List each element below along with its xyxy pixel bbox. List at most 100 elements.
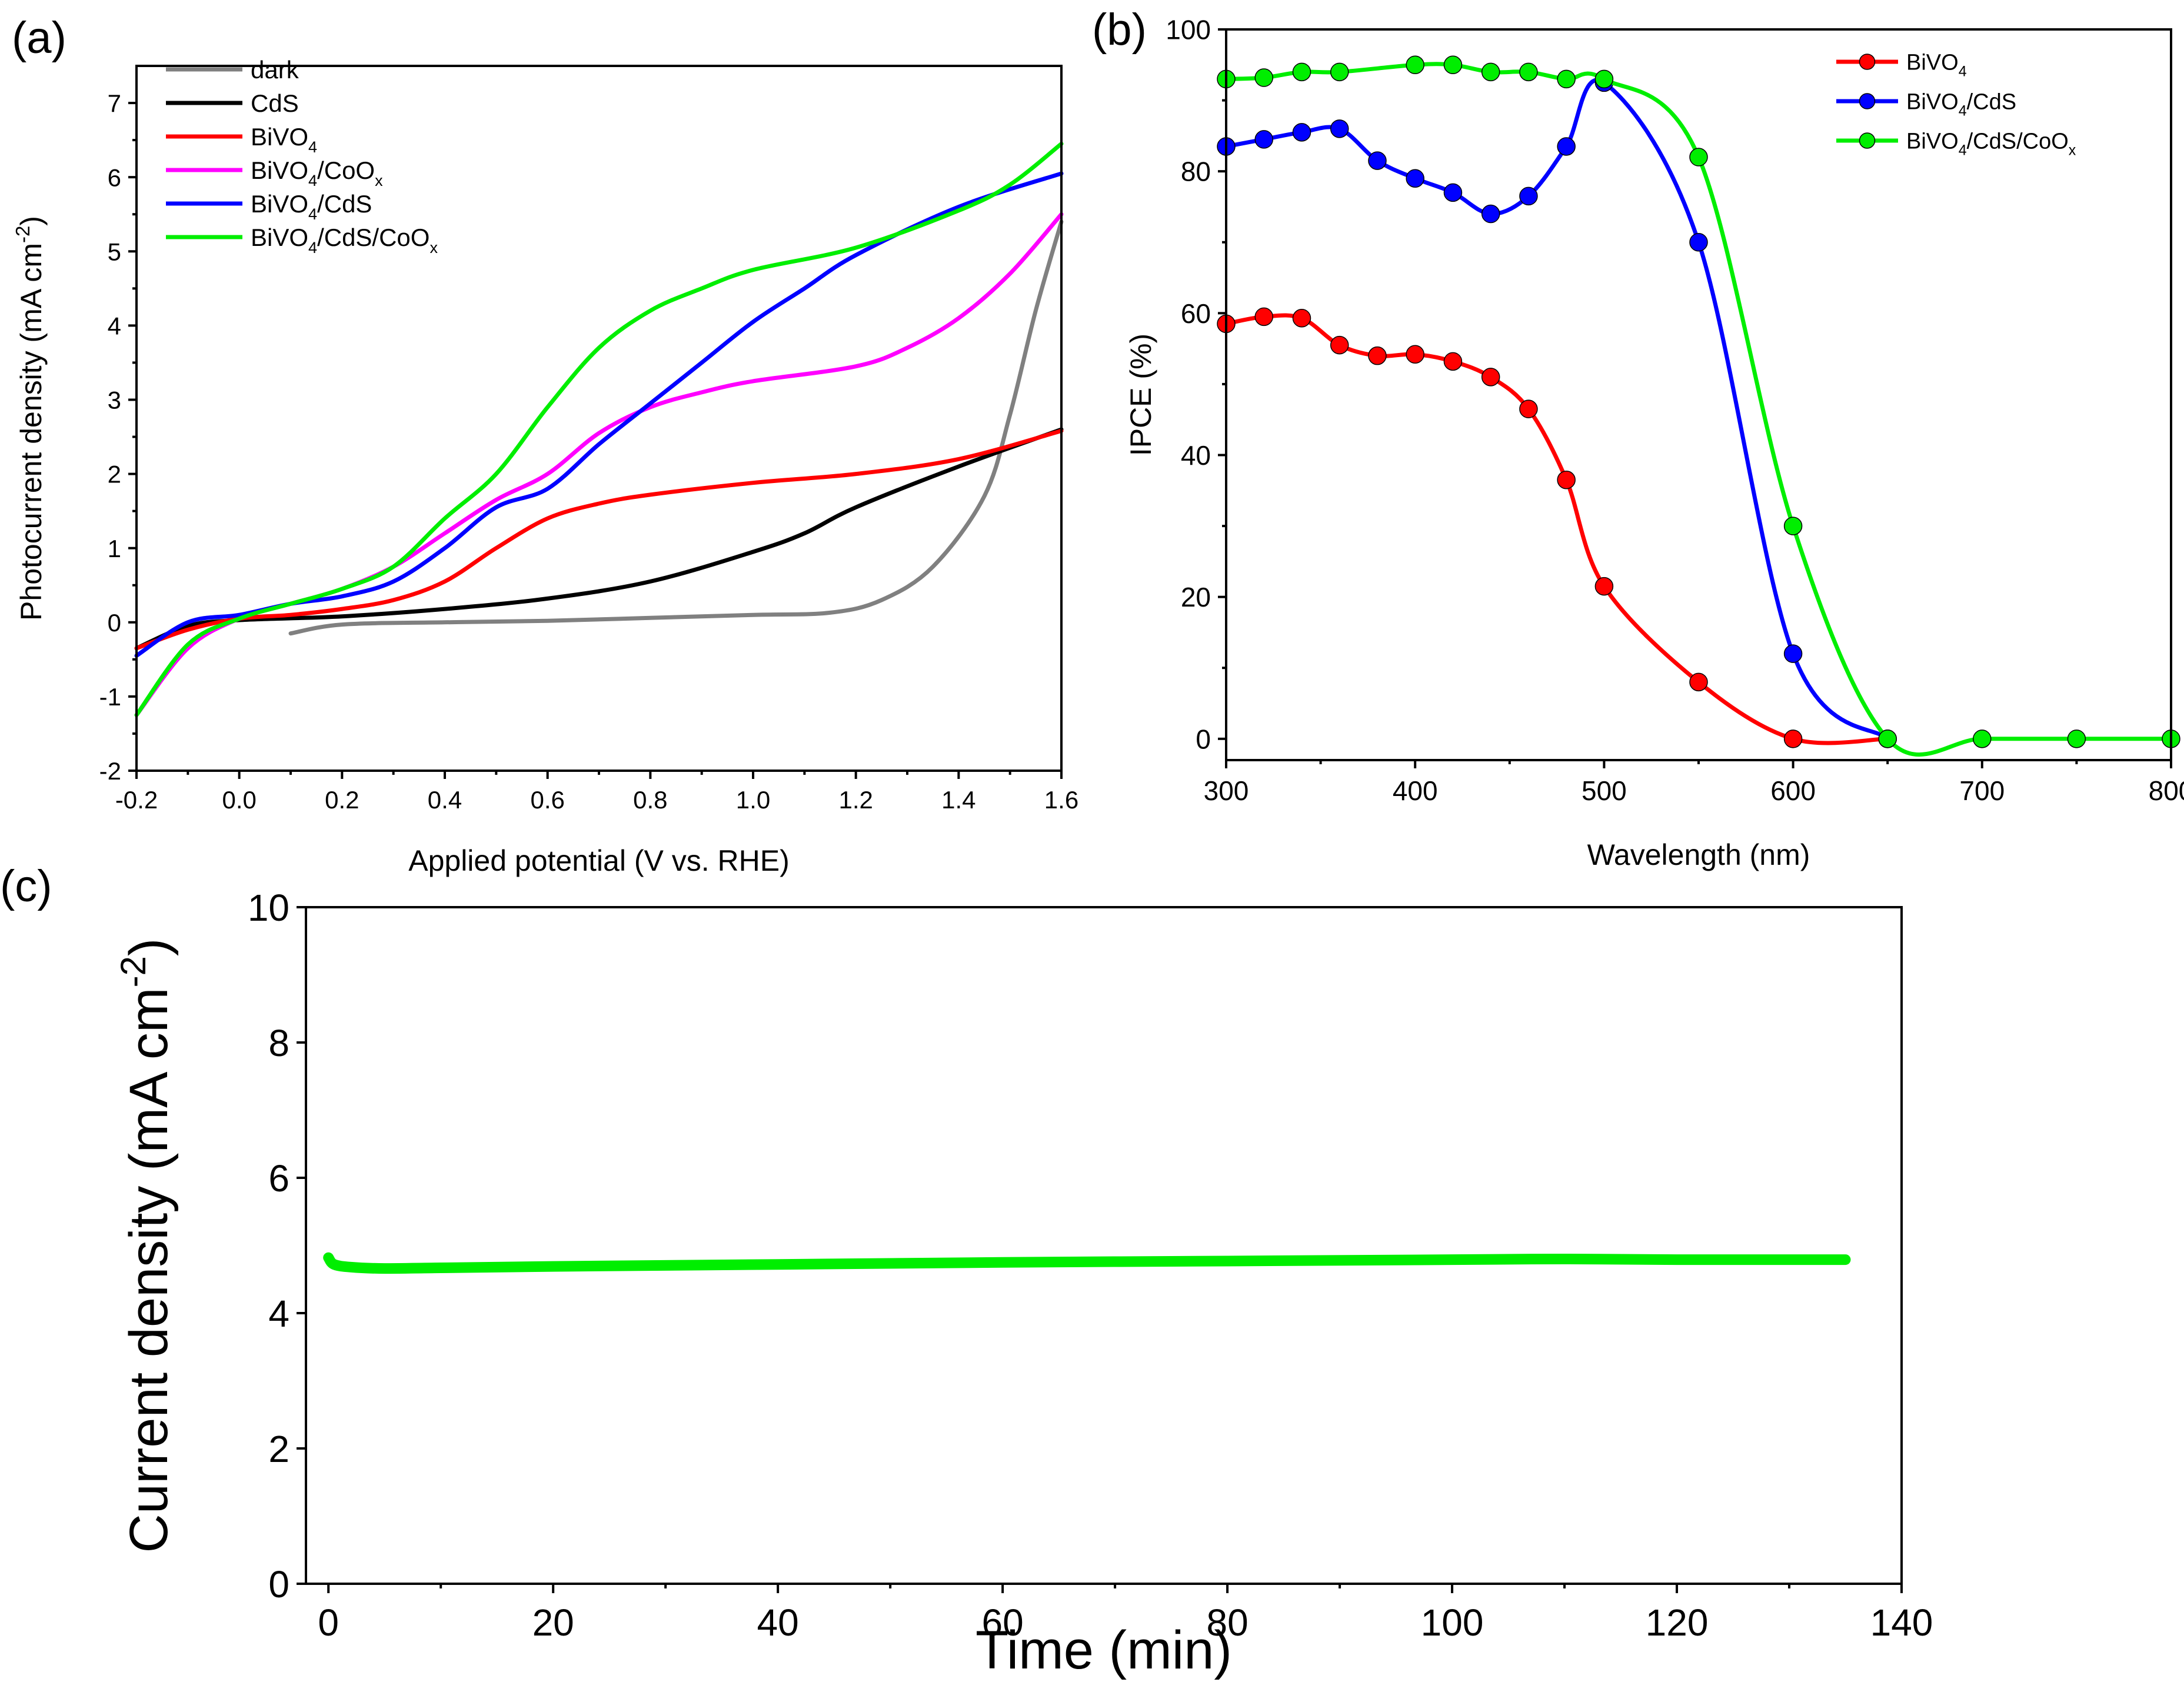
series-BiVO4 bbox=[1217, 307, 1897, 748]
series-dark bbox=[288, 219, 1064, 636]
legend-item: BiVO4 bbox=[1836, 51, 1967, 80]
y-tick-label: 0 bbox=[1196, 724, 1211, 754]
plot-frame bbox=[1225, 28, 2172, 761]
data-point bbox=[1689, 148, 1708, 166]
x-tick-label: 0.8 bbox=[633, 786, 667, 814]
data-point bbox=[1519, 186, 1538, 206]
x-tick-label: 0.0 bbox=[222, 786, 256, 814]
legend: BiVO4 BiVO4/CdS BiVO4/CdS/CoOx bbox=[1836, 51, 2076, 159]
x-tick-label: 140 bbox=[1870, 1601, 1933, 1644]
legend-label: BiVO4/CdS/CoOx bbox=[251, 224, 438, 257]
data-point bbox=[1330, 119, 1349, 138]
x-tick-label: 20 bbox=[532, 1601, 574, 1644]
panel-label: (b) bbox=[1092, 5, 1147, 55]
y-tick-label: 0 bbox=[268, 1563, 289, 1606]
data-point bbox=[1443, 352, 1463, 371]
plot-frame bbox=[135, 65, 1063, 772]
series-line bbox=[288, 219, 1064, 636]
series-line bbox=[134, 428, 1064, 651]
y-tick-label: 2 bbox=[108, 461, 121, 488]
y-tick-label: 6 bbox=[268, 1157, 289, 1200]
x-tick-label: 60 bbox=[982, 1601, 1024, 1644]
panel-label: (c) bbox=[0, 861, 52, 911]
x-axis-label: Wavelength (nm) bbox=[1587, 838, 1810, 871]
data-point bbox=[1783, 730, 1803, 748]
data-point bbox=[1292, 123, 1311, 142]
ipce-chart: 300 400 500 600 700 800 0 20 40 60 80 100 Wavelength… bbox=[1092, 5, 2184, 871]
data-point bbox=[1594, 577, 1614, 596]
y-tick-label: 8 bbox=[268, 1022, 289, 1064]
y-tick-label: 20 bbox=[1181, 582, 1211, 612]
data-point bbox=[2067, 730, 2086, 748]
y-axis-label: Photocurrent density (mA cm-2) bbox=[12, 216, 48, 621]
x-tick-label: 40 bbox=[757, 1601, 799, 1644]
y-tick-label: 3 bbox=[108, 387, 121, 414]
x-tick-label: 1.0 bbox=[736, 786, 770, 814]
y-tick-label: 6 bbox=[108, 164, 121, 191]
data-point bbox=[1973, 730, 1992, 748]
y-tick-label: 0 bbox=[108, 609, 121, 637]
data-point bbox=[1689, 672, 1708, 692]
legend-label: CdS bbox=[251, 89, 299, 117]
panel-label: (a) bbox=[12, 13, 66, 63]
legend-item: BiVO4/CdS/CoOx bbox=[1836, 129, 2076, 159]
legend-label: BiVO4/CdS bbox=[1906, 90, 2016, 119]
data-point bbox=[1519, 399, 1538, 418]
series-line bbox=[1224, 313, 1890, 745]
y-tick-label: 10 bbox=[248, 887, 289, 929]
data-point bbox=[1557, 137, 1576, 156]
data-point bbox=[1783, 517, 1803, 535]
y-axis-label: IPCE (%) bbox=[1124, 334, 1157, 456]
x-tick-label: 100 bbox=[1421, 1601, 1484, 1644]
data-point bbox=[1481, 204, 1500, 224]
legend-marker bbox=[1859, 54, 1876, 70]
x-tick-label: 0 bbox=[318, 1601, 339, 1644]
x-tick-label: 700 bbox=[1959, 775, 2005, 806]
x-axis-label: Applied potential (V vs. RHE) bbox=[408, 844, 790, 877]
series-BiVO4/CdS/CoOx bbox=[1217, 55, 2180, 757]
legend-label: BiVO4 bbox=[251, 123, 317, 156]
series-line bbox=[323, 1252, 1851, 1274]
y-tick-label: 4 bbox=[108, 312, 121, 339]
x-tick-label: 500 bbox=[1582, 775, 1627, 806]
series-line bbox=[1224, 62, 2173, 757]
legend-label: BiVO4/CoOx bbox=[251, 156, 383, 189]
legend-label: dark bbox=[251, 56, 299, 84]
panel-c-chart: 0 20 40 60 80 100 120 140 0 2 4 6 8 10 Time (min) Curre… bbox=[0, 859, 2184, 1692]
data-point bbox=[1254, 130, 1273, 149]
x-tick-label: 400 bbox=[1393, 775, 1438, 806]
legend-item: BiVO4 bbox=[166, 123, 317, 156]
legend-label: BiVO4/CdS/CoOx bbox=[1906, 129, 2076, 159]
series-stability bbox=[323, 1252, 1851, 1274]
legend-label: BiVO4 bbox=[1906, 51, 1967, 80]
x-tick-label: -0.2 bbox=[115, 786, 158, 814]
y-tick-label: 1 bbox=[108, 535, 121, 562]
legend-marker bbox=[1859, 132, 1876, 149]
x-tick-label: 1.6 bbox=[1044, 786, 1078, 814]
data-point bbox=[1481, 368, 1500, 387]
data-point bbox=[1406, 345, 1424, 364]
legend-item: BiVO4/CoOx bbox=[166, 156, 383, 189]
y-tick-label: -2 bbox=[99, 757, 121, 785]
series-line bbox=[134, 141, 1064, 717]
legend-marker bbox=[1859, 93, 1876, 109]
legend: dark CdS BiVO4BiVO4/CoOxBiVO4/CdSBiVO4/CdS… bbox=[166, 56, 438, 257]
x-tick-label: 0.6 bbox=[530, 786, 564, 814]
series-BiVO4/CdS bbox=[1217, 73, 1897, 748]
y-tick-label: 4 bbox=[268, 1293, 289, 1335]
data-point bbox=[1406, 169, 1424, 188]
y-tick-label: 100 bbox=[1166, 15, 1211, 45]
x-tick-label: 1.4 bbox=[941, 786, 976, 814]
y-tick-label: 5 bbox=[108, 238, 121, 265]
data-point bbox=[1557, 69, 1576, 89]
x-tick-label: 300 bbox=[1204, 775, 1249, 806]
x-tick-label: 0.2 bbox=[325, 786, 359, 814]
y-axis-label: Current density (mA cm-2) bbox=[114, 938, 179, 1553]
legend-item: CdS bbox=[166, 89, 299, 117]
data-point bbox=[1254, 68, 1273, 87]
y-tick-label: 2 bbox=[268, 1428, 289, 1470]
data-point bbox=[1368, 346, 1387, 365]
legend-item: dark bbox=[166, 56, 299, 84]
y-tick-label: 7 bbox=[108, 89, 121, 117]
plot-frame bbox=[305, 906, 1903, 1585]
